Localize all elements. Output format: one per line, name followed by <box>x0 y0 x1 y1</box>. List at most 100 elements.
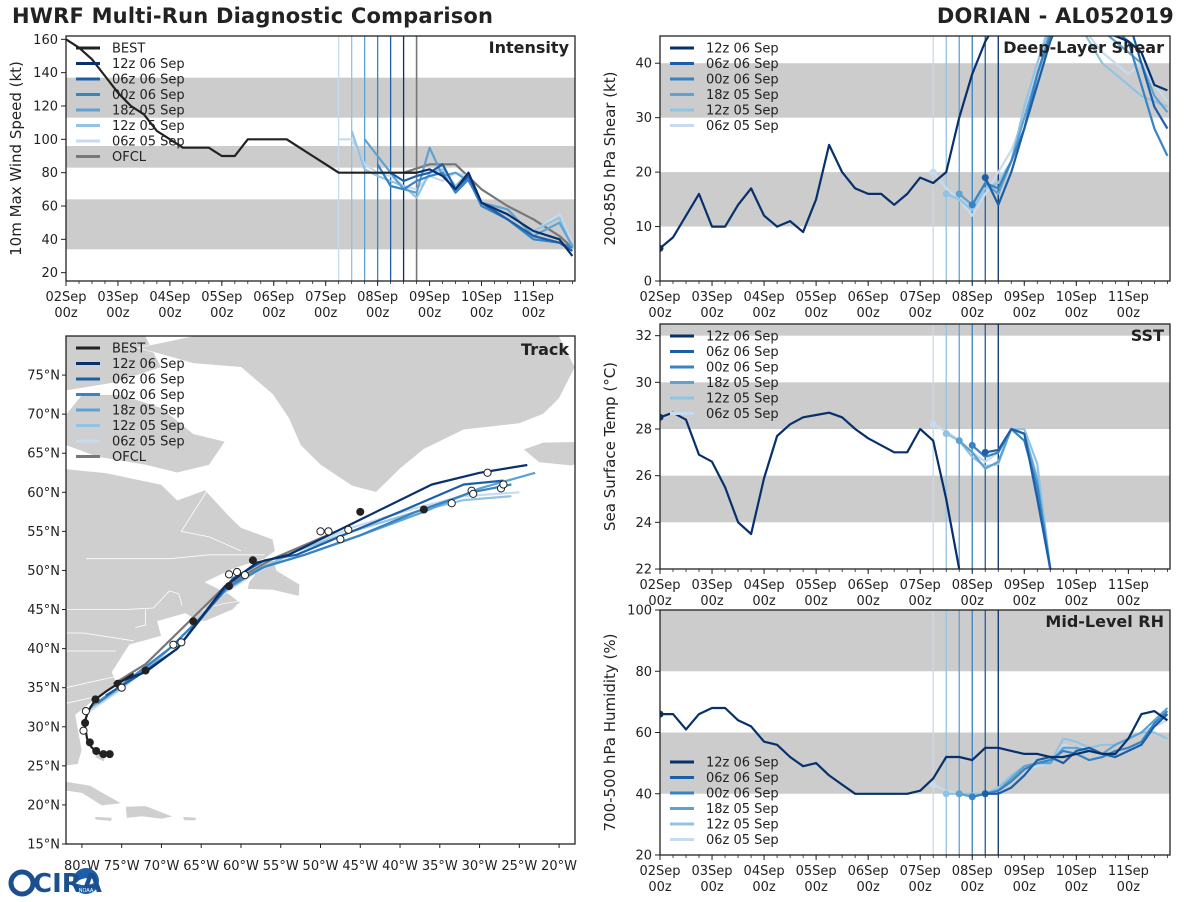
y-tick-label: 20 <box>41 266 58 281</box>
legend-label: 18z 05 Sep <box>112 104 185 119</box>
x-tick-label-day: 08Sep <box>357 290 398 305</box>
lat-tick-label: 30°N <box>27 720 60 735</box>
y-tick-label: 0 <box>644 275 652 290</box>
panel-track: 80°W 75°W 70°W 65°W 60°W 55°W 50°W 45°W 40°W 35°W… <box>27 335 577 874</box>
series-line-00z-06-sep <box>971 36 1169 206</box>
legend-label: 06z 06 Sep <box>112 373 185 388</box>
series-line-12z-06-sep <box>403 168 574 257</box>
x-tick-label-day: 04Sep <box>744 290 785 305</box>
init-point <box>929 781 937 789</box>
x-tick-label-day: 04Sep <box>149 290 190 305</box>
shaded-band <box>660 172 1170 227</box>
x-tick-label-hour: 00z <box>752 306 776 321</box>
y-tick-label: 60 <box>635 726 652 741</box>
x-tick-label-hour: 00z <box>804 880 828 895</box>
track-line-00z-06-sep <box>97 483 512 705</box>
x-tick-label-day: 11Sep <box>513 290 554 305</box>
axes-frame <box>65 35 576 282</box>
y-tick-label: 160 <box>33 33 58 48</box>
landmass-puerto-rico <box>182 816 197 821</box>
init-point <box>968 793 976 801</box>
forecast-position-marker <box>344 525 353 534</box>
x-tick-label-hour: 00z <box>700 306 724 321</box>
legend-label: 12z 06 Sep <box>706 330 779 345</box>
x-tick-label-day: 11Sep <box>1108 290 1149 305</box>
x-tick-label-day: 11Sep <box>1108 864 1149 879</box>
legend-label: 00z 06 Sep <box>112 388 185 403</box>
political-border <box>66 590 183 610</box>
x-tick-label-day: 02Sep <box>45 290 86 305</box>
logo-text: CIRA <box>33 869 102 898</box>
x-tick-label-day: 03Sep <box>97 290 138 305</box>
forecast-position-marker <box>177 638 186 647</box>
x-tick-label-hour: 00z <box>909 880 933 895</box>
legend-label: OFCL <box>112 450 147 465</box>
x-tick-label-day: 08Sep <box>952 864 993 879</box>
landmass-north-america <box>66 336 276 767</box>
x-tick-label-hour: 00z <box>909 306 933 321</box>
legend-label: 12z 06 Sep <box>706 756 779 771</box>
best-track-marker <box>189 617 198 626</box>
lon-tick-label: 25°W <box>501 859 537 874</box>
legend-label: 12z 05 Sep <box>706 104 779 119</box>
x-tick-label-hour: 00z <box>262 306 286 321</box>
panel-title: Track <box>521 340 569 359</box>
y-tick-label: 60 <box>41 200 58 215</box>
x-tick-label-hour: 00z <box>856 880 880 895</box>
legend-label: BEST <box>112 42 145 57</box>
axes-frame <box>659 35 1171 282</box>
shaded-band <box>660 63 1170 118</box>
lon-tick-label: 20°W <box>541 859 577 874</box>
y-axis-label: 700-500 hPa Humidity (%) <box>601 633 619 831</box>
political-border <box>66 696 94 704</box>
init-point <box>660 413 664 421</box>
init-point <box>955 437 963 445</box>
lon-tick-label: 50°W <box>303 859 339 874</box>
legend-label: 06z 05 Sep <box>112 135 185 150</box>
lon-tick-label: 65°W <box>183 859 219 874</box>
x-tick-label-hour: 00z <box>1013 880 1037 895</box>
legend-label: 06z 05 Sep <box>706 407 779 422</box>
track-line-ofcl <box>113 530 337 685</box>
x-tick-label-hour: 00z <box>700 594 724 609</box>
series-line-12z-06-sep <box>660 411 961 569</box>
legend-label: 00z 06 Sep <box>706 787 779 802</box>
x-tick-label-hour: 00z <box>961 594 985 609</box>
best-track-marker <box>248 556 257 565</box>
shaded-band <box>660 382 1170 429</box>
x-tick-label-day: 10Sep <box>1056 290 1097 305</box>
init-point <box>942 430 950 438</box>
axes-frame <box>659 323 1171 570</box>
shaded-band <box>660 475 1170 523</box>
plot-area-shear <box>660 36 1170 281</box>
map-area <box>66 336 575 844</box>
panel-rh: 2040608010002Sep00z03Sep00z04Sep00z05Sep… <box>601 604 1171 895</box>
political-border <box>180 489 242 552</box>
y-tick-label: 32 <box>635 329 652 344</box>
lat-tick-label: 15°N <box>27 838 60 853</box>
panel-title: Intensity <box>489 38 570 57</box>
series-line-12z-05-sep <box>945 427 1052 569</box>
legend-label: BEST <box>112 342 145 357</box>
y-tick-label: 80 <box>41 166 58 181</box>
landmass-iceland <box>522 441 575 467</box>
panel-title: Mid-Level RH <box>1045 612 1164 631</box>
init-point <box>955 190 963 198</box>
best-track-marker <box>91 695 100 704</box>
x-tick-label-day: 08Sep <box>952 290 993 305</box>
lat-tick-label: 50°N <box>27 564 60 579</box>
init-point <box>955 790 963 798</box>
x-tick-label-hour: 00z <box>1013 594 1037 609</box>
lon-tick-label: 70°W <box>143 859 179 874</box>
legend-label: 18z 05 Sep <box>706 802 779 817</box>
y-tick-label: 22 <box>635 563 652 578</box>
legend-label: 00z 06 Sep <box>706 73 779 88</box>
x-tick-label-day: 06Sep <box>253 290 294 305</box>
y-tick-label: 20 <box>635 166 652 181</box>
forecast-position-marker <box>81 707 90 716</box>
lat-tick-label: 55°N <box>27 525 60 540</box>
series-line-12z-06-sep <box>660 36 1168 250</box>
